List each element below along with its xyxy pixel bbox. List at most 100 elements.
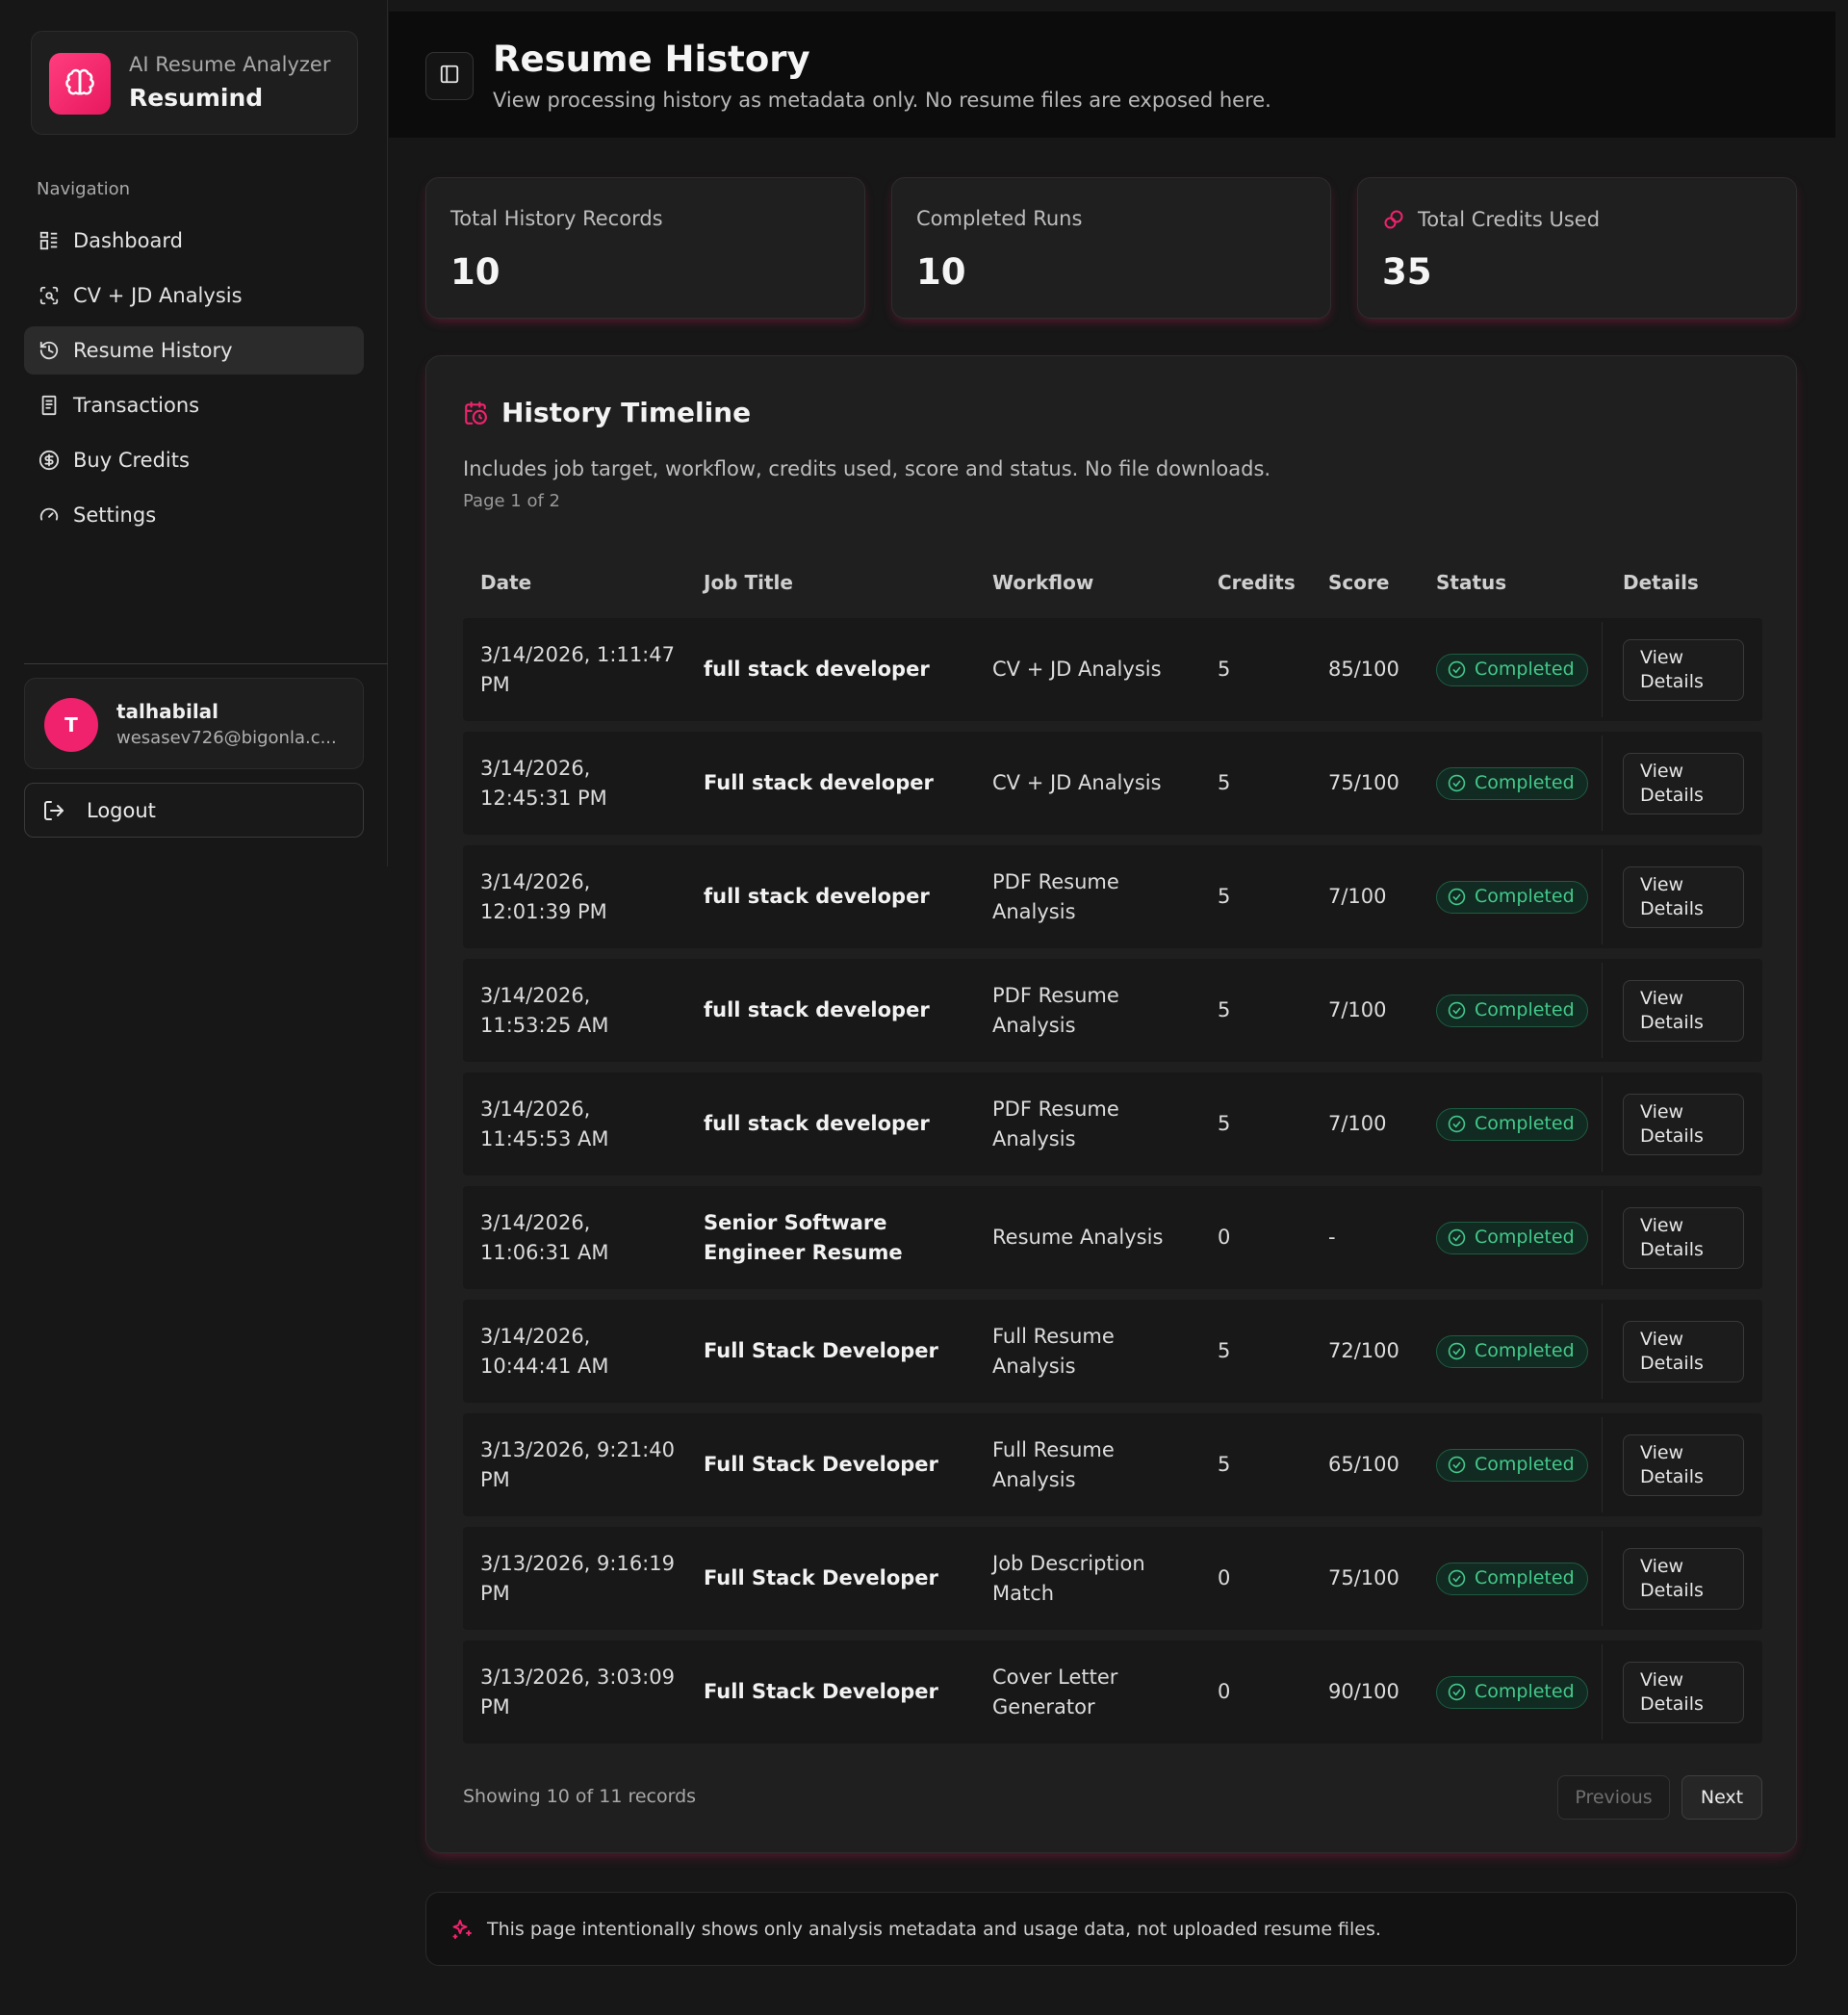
sidebar-divider [24,663,388,664]
table-row: 3/13/2026, 3:03:09 PM Full Stack Develope… [463,1640,1762,1744]
avatar: T [44,698,98,752]
cell-job-title: Full Stack Developer [704,1640,963,1744]
records-count: Showing 10 of 11 records [463,1786,697,1807]
view-details-button[interactable]: View Details [1623,1206,1744,1269]
view-details-button[interactable]: View Details [1623,638,1744,701]
sidebar-item-dashboard[interactable]: Dashboard [24,217,364,265]
details-column-divider [1602,1644,1603,1740]
column-header-score: Score [1328,571,1390,594]
details-column-divider [1602,849,1603,944]
cell-score: 75/100 [1328,1527,1424,1630]
cell-workflow-text: CV + JD Analysis [992,771,1162,794]
view-details-button[interactable]: View Details [1623,752,1744,814]
status-badge: Completed [1436,1334,1588,1368]
cell-date: 3/14/2026, 11:06:31 AM [480,1186,687,1289]
stat-label: Total Credits Used [1418,208,1601,231]
cell-credits: 0 [1218,1527,1295,1630]
logout-button[interactable]: Logout [24,783,364,838]
stat-card-total-credits: Total Credits Used 35 [1357,177,1797,319]
cell-details: View Details [1623,959,1758,1062]
details-column-divider [1602,1190,1603,1285]
dashboard-icon [37,228,62,253]
view-details-button[interactable]: View Details [1623,865,1744,928]
status-badge-label: Completed [1475,1340,1575,1361]
cell-score-text: 7/100 [1328,1112,1387,1135]
details-column-divider [1602,1531,1603,1626]
sidebar-toggle-button[interactable] [425,52,474,100]
view-details-button[interactable]: View Details [1623,1434,1744,1496]
check-circle-icon [1448,1456,1467,1475]
cell-details: View Details [1623,1527,1758,1630]
status-badge-label: Completed [1475,1681,1575,1702]
cell-credits: 5 [1218,732,1295,835]
cell-job-title: full stack developer [704,959,963,1062]
next-page-button[interactable]: Next [1681,1775,1762,1820]
cell-details: View Details [1623,1413,1758,1516]
status-badge-label: Completed [1475,886,1575,907]
status-badge: Completed [1436,1448,1588,1482]
cell-score-text: 75/100 [1328,1566,1399,1589]
cell-status: Completed [1436,1300,1590,1403]
cell-workflow: CV + JD Analysis [992,732,1185,835]
view-details-button[interactable]: View Details [1623,1320,1744,1382]
privacy-note-text: This page intentionally shows only analy… [487,1918,1381,1940]
cell-details: View Details [1623,1640,1758,1744]
cell-score: 7/100 [1328,959,1424,1062]
sidebar-item-transactions[interactable]: Transactions [24,381,364,429]
view-details-button[interactable]: View Details [1623,1661,1744,1723]
user-card[interactable]: T talhabilal wesasev726@bigonla.c... [24,678,364,769]
cell-date-text: 3/14/2026, 12:01:39 PM [480,869,607,923]
cell-score: - [1328,1186,1424,1289]
cell-job-title-text: full stack developer [704,998,930,1021]
table-body: 3/14/2026, 1:11:47 PM full stack develope… [463,618,1762,1754]
cell-job-title: Full Stack Developer [704,1527,963,1630]
view-details-button[interactable]: View Details [1623,1547,1744,1610]
cell-score-text: 7/100 [1328,885,1387,908]
cell-details: View Details [1623,732,1758,835]
status-badge-label: Completed [1475,1567,1575,1589]
stat-label: Completed Runs [916,207,1083,230]
user-email: wesasev726@bigonla.c... [116,728,337,748]
brain-icon [49,53,111,115]
cell-date: 3/14/2026, 12:01:39 PM [480,845,687,948]
sidebar-item-settings[interactable]: Settings [24,491,364,539]
details-column-divider [1602,1304,1603,1399]
cell-workflow: Full Resume Analysis [992,1300,1185,1403]
view-details-button[interactable]: View Details [1623,1093,1744,1155]
cell-credits: 5 [1218,959,1295,1062]
cell-date: 3/14/2026, 10:44:41 AM [480,1300,687,1403]
stat-value: 10 [450,251,500,293]
cell-job-title-text: full stack developer [704,658,930,681]
status-badge: Completed [1436,880,1588,914]
status-badge-label: Completed [1475,772,1575,793]
cell-credits-text: 5 [1218,1112,1231,1135]
sidebar-item-buy-credits[interactable]: Buy Credits [24,436,364,484]
receipt-icon [37,393,62,418]
check-circle-icon [1448,1683,1467,1702]
cell-workflow: Job Description Match [992,1527,1185,1630]
brand-card[interactable]: AI Resume Analyzer Resumind [31,31,358,135]
cell-workflow: Resume Analysis [992,1186,1185,1289]
check-circle-icon [1448,1001,1467,1020]
cell-workflow-text: CV + JD Analysis [992,658,1162,681]
previous-page-button[interactable]: Previous [1557,1775,1670,1820]
cell-workflow: CV + JD Analysis [992,618,1185,721]
cell-date-text: 3/14/2026, 11:06:31 AM [480,1210,609,1264]
cell-credits: 5 [1218,845,1295,948]
page-title: Resume History [493,39,810,80]
table-row: 3/14/2026, 1:11:47 PM full stack develope… [463,618,1762,721]
cell-status: Completed [1436,959,1590,1062]
page-header: Resume History View processing history a… [389,12,1835,138]
cell-job-title-text: Senior Software Engineer Resume [704,1210,903,1264]
status-badge: Completed [1436,994,1588,1027]
cell-credits-text: 5 [1218,1453,1231,1476]
sidebar-item-label: Buy Credits [73,449,190,472]
table-row: 3/14/2026, 11:45:53 AM full stack develop… [463,1072,1762,1175]
sidebar-item-cv-jd-analysis[interactable]: CV + JD Analysis [24,271,364,320]
column-header-workflow: Workflow [992,571,1094,594]
table-row: 3/14/2026, 12:45:31 PM Full stack develop… [463,732,1762,835]
scan-search-icon [37,283,62,308]
view-details-button[interactable]: View Details [1623,979,1744,1042]
cell-workflow: PDF Resume Analysis [992,845,1185,948]
sidebar-item-resume-history[interactable]: Resume History [24,326,364,375]
